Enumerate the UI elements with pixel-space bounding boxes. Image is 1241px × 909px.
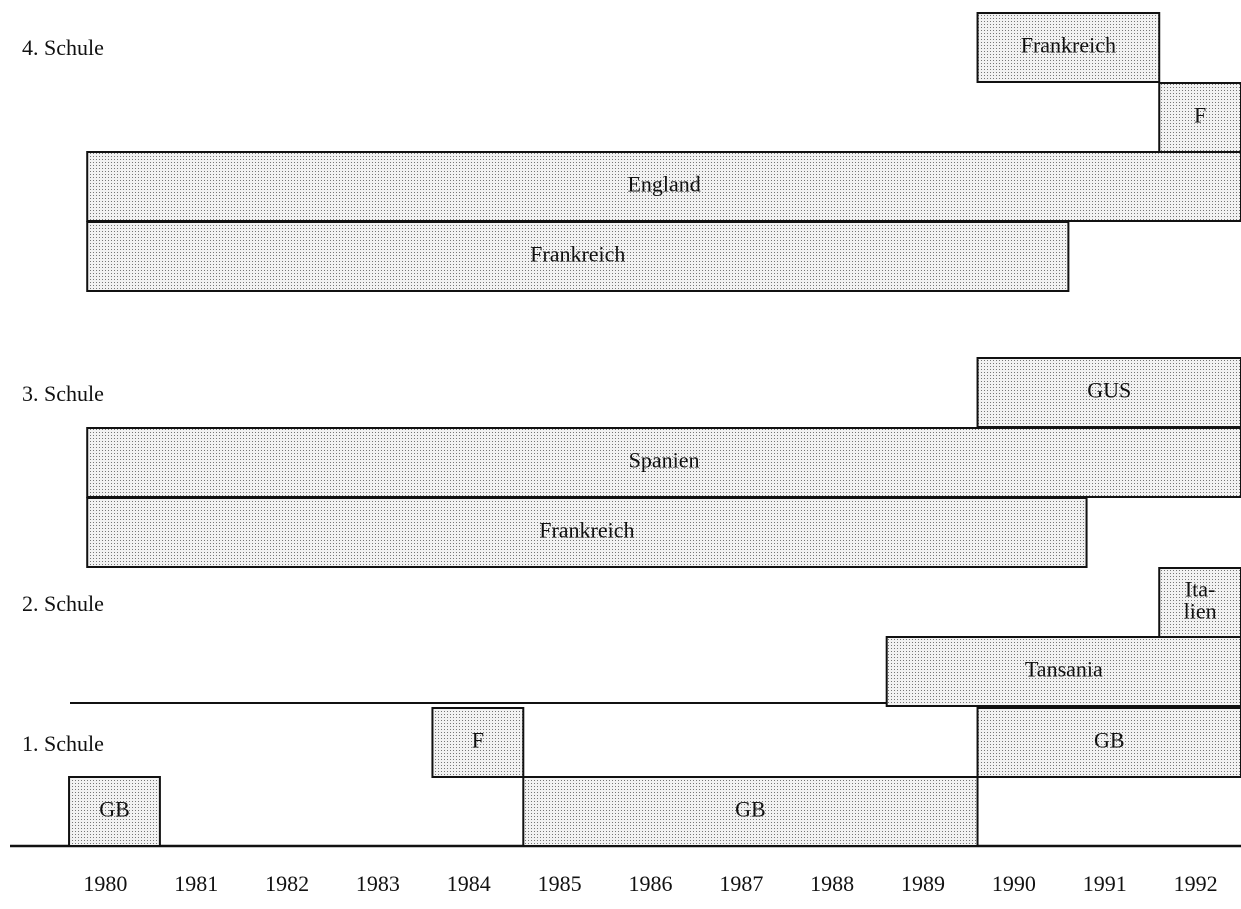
x-tick-label: 1986 [628, 871, 672, 896]
x-tick-label: 1981 [174, 871, 218, 896]
bar [885, 636, 1241, 707]
x-tick-label: 1983 [356, 871, 400, 896]
school-label: 2. Schule [22, 591, 104, 616]
bar [976, 12, 1161, 83]
x-tick-label: 1982 [265, 871, 309, 896]
bar [976, 707, 1241, 778]
bar [522, 776, 979, 847]
bar-label: Tansania [1025, 657, 1103, 682]
bar [86, 221, 1070, 292]
school-label: 3. Schule [22, 381, 104, 406]
x-tick-label: 1980 [83, 871, 127, 896]
bar-label: F [1194, 103, 1206, 128]
bar-label: lien [1184, 599, 1217, 624]
bar-label: GB [1094, 728, 1125, 753]
bar-label: GUS [1087, 378, 1131, 403]
bar-label: F [472, 728, 484, 753]
bar-label: England [627, 172, 700, 197]
x-tick-label: 1990 [992, 871, 1036, 896]
x-tick-label: 1985 [538, 871, 582, 896]
bar [68, 776, 161, 847]
bar [86, 497, 1088, 568]
bar-label: GB [735, 797, 766, 822]
x-tick-label: 1984 [447, 871, 491, 896]
school-label: 4. Schule [22, 35, 104, 60]
bar-label: Spanien [629, 448, 700, 473]
bar [1158, 567, 1241, 638]
bar [86, 427, 1241, 498]
x-tick-label: 1988 [810, 871, 854, 896]
x-tick-label: 1992 [1174, 871, 1218, 896]
x-tick-label: 1987 [719, 871, 763, 896]
x-tick-label: 1989 [901, 871, 945, 896]
bar [431, 707, 525, 778]
bar-label: Frankreich [1021, 33, 1116, 58]
bar-label: GB [99, 797, 130, 822]
x-tick-label: 1991 [1083, 871, 1127, 896]
bar-label: Frankreich [539, 518, 634, 543]
bar-label: Ita- [1185, 577, 1216, 602]
school-label: 1. Schule [22, 731, 104, 756]
bar-label: Frankreich [530, 242, 625, 267]
